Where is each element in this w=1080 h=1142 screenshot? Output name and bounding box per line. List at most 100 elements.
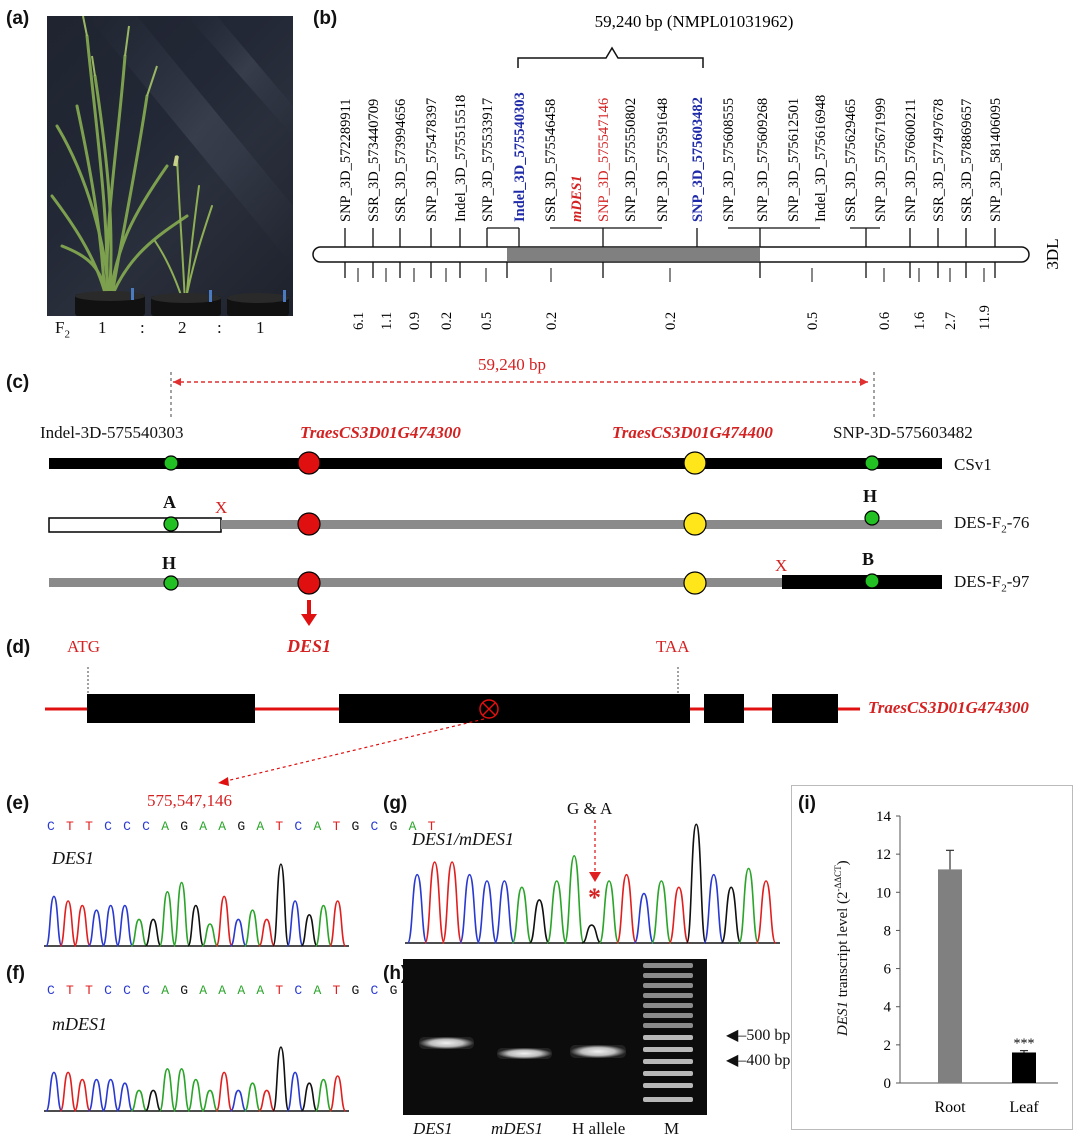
base-17: C: [370, 983, 381, 998]
base-1: T: [66, 983, 76, 998]
distance-label-1: 1.1: [379, 312, 395, 330]
trace-peak-18: [300, 913, 318, 947]
marker-label-14: SNP_3D_575609268: [755, 98, 771, 222]
ylabel-gene: DES1: [835, 1001, 851, 1036]
trace-peak-11: [201, 923, 219, 947]
ylabel-sup: -ΔΔCT: [833, 865, 843, 892]
base-14: A: [313, 983, 323, 998]
marker-label-18: SNP_3D_575671999: [873, 98, 889, 222]
panel-label-d: (d): [6, 637, 31, 658]
heterozygote-trace-label: DES1/mDES1: [412, 829, 514, 849]
category-label-1: Leaf: [1009, 1099, 1039, 1116]
trace-peak-8: [546, 880, 568, 944]
left-flank-marker: Indel-3D-575540303: [40, 423, 184, 442]
base-3: C: [104, 819, 114, 834]
y-tick-label-6: 12: [876, 847, 891, 863]
gene-model-label: TraesCS3D01G474300: [868, 698, 1029, 717]
trace-peak-18: [300, 1082, 318, 1112]
row-label-f2-76: DES-F2-76: [954, 513, 1029, 535]
base-9: A: [218, 983, 228, 998]
significance-label-1: ***: [1014, 1037, 1035, 1052]
ratio-colon-2: :: [217, 318, 222, 337]
base-13: C: [294, 983, 304, 998]
start-codon: ATG: [67, 637, 101, 656]
y-tick-label-5: 10: [876, 885, 891, 901]
trace-peak-7: [144, 918, 162, 947]
trace-peak-2: [73, 904, 91, 947]
panel-label-a: (a): [6, 8, 30, 29]
row-label-f2-97: DES-F2-97: [954, 572, 1029, 594]
chromatogram-mdes1: [44, 1046, 349, 1112]
base-7: G: [180, 983, 190, 998]
ladder-band-5: [643, 1013, 693, 1018]
base-0: C: [47, 983, 57, 998]
marker-label-10: SNP_3D_575550802: [623, 98, 639, 222]
base-15: T: [332, 819, 342, 834]
trace-peak-9: [173, 1067, 191, 1112]
trace-peak-12: [215, 1071, 233, 1112]
ladder-band-0: [643, 963, 693, 968]
y-tick-label-1: 2: [884, 1038, 892, 1054]
trace-peak-1: [424, 861, 446, 944]
ladder-band-12: [643, 1097, 693, 1102]
marker-500-arrow: ◀–: [726, 1027, 747, 1044]
base-4: C: [123, 819, 133, 834]
genotype-B: B: [862, 549, 875, 569]
ladder-band-1: [643, 973, 693, 978]
marker-label-8: mDES1: [569, 175, 585, 222]
marker-label-5: SNP_3D_575533917: [480, 98, 496, 222]
marker-label-1: SSR_3D_573440709: [366, 99, 382, 222]
trace-peak-6: [130, 1089, 148, 1112]
panel-label-e: (e): [6, 793, 30, 814]
distance-label-2: 0.9: [407, 312, 423, 330]
marker-label-7: SSR_3D_575546458: [543, 99, 559, 222]
trace-peak-17: [703, 873, 725, 944]
ladder-band-11: [643, 1083, 693, 1088]
trace-peak-2: [73, 1078, 91, 1112]
trace-peak-13: [230, 1089, 247, 1112]
trace-peak-18: [720, 886, 742, 944]
distance-label-4: 0.5: [479, 312, 495, 330]
ratio-1b: 1: [256, 318, 265, 337]
ladder-band-8: [643, 1047, 693, 1052]
trace-peak-11: [598, 880, 620, 944]
genotype-A: A: [163, 492, 176, 512]
lane-ladder: M: [664, 1119, 680, 1138]
distance-label-7: 0.5: [805, 312, 821, 330]
distance-label-9: 1.6: [912, 312, 928, 330]
base-12: T: [275, 983, 285, 998]
ladder-band-6: [643, 1023, 693, 1028]
trace-peak-17: [286, 1071, 304, 1112]
base-6: A: [161, 983, 171, 998]
trace-peak-14: [651, 880, 672, 944]
trace-peak-9: [173, 881, 191, 947]
interval-label: 59,240 bp (NMPL01031962): [595, 12, 794, 31]
y-tick-label-2: 4: [884, 1000, 892, 1016]
trace-peak-16: [685, 823, 707, 944]
trace-peak-17: [286, 900, 304, 947]
lane-mdes1: mDES1: [491, 1119, 543, 1138]
base-10: G: [237, 819, 247, 834]
crossover-76: X: [215, 498, 228, 517]
marker-label-22: SNP_3D_581406095: [988, 98, 1004, 222]
trace-peak-16: [272, 863, 290, 947]
base-8: A: [199, 819, 209, 834]
trace-peak-14: [243, 909, 262, 947]
trace-peak-12: [616, 873, 637, 944]
f2-label-letter: F: [55, 318, 65, 337]
snp-ga-label: G & A: [567, 799, 613, 818]
distance-label-10: 2.7: [943, 312, 959, 330]
trace-peak-0: [45, 895, 63, 947]
row-label-f2-76-suffix: -76: [1006, 513, 1030, 532]
trace-peak-0: [45, 1071, 63, 1112]
bar-root: [938, 869, 962, 1083]
crossover-97: X: [775, 556, 788, 575]
lane-h-allele: H allele: [572, 1119, 626, 1138]
base-8: A: [199, 983, 209, 998]
trace-peak-4: [102, 904, 120, 947]
marker-label-20: SSR_3D_577497678: [931, 99, 947, 222]
ratio-colon-1: :: [140, 318, 145, 337]
marker-label-9: SNP_3D_575547146: [596, 98, 612, 222]
marker-label-0: SNP_3D_572289911: [338, 98, 354, 222]
interval-bp-label: 59,240 bp: [478, 355, 546, 374]
